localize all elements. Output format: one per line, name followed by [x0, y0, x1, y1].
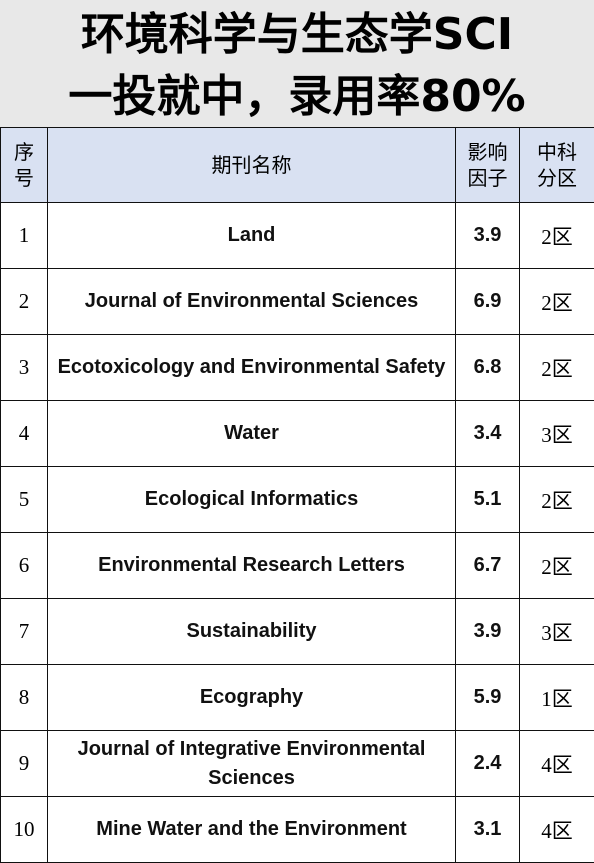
table-row: 2 Journal of Environmental Sciences 6.9 …: [0, 268, 594, 335]
title-line-2: 一投就中，录用率80%: [68, 71, 526, 122]
table-row: 1 Land 3.9 2区: [0, 202, 594, 269]
journal-name: Journal of Environmental Sciences: [47, 268, 456, 335]
table-row: 10 Mine Water and the Environment 3.1 4区: [0, 796, 594, 863]
impact-factor: 5.1: [455, 466, 520, 533]
title-banner: 环境科学与生态学SCI 一投就中，录用率80%: [0, 0, 594, 129]
impact-factor: 3.9: [455, 202, 520, 269]
cas-zone: 1区: [519, 664, 594, 731]
cas-zone: 2区: [519, 532, 594, 599]
journal-name: Land: [47, 202, 456, 269]
table-row: 3 Ecotoxicology and Environmental Safety…: [0, 334, 594, 401]
header-index-line-2: 号: [14, 166, 34, 190]
row-index: 2: [0, 268, 48, 335]
impact-factor: 2.4: [455, 730, 520, 797]
journal-name: Ecotoxicology and Environmental Safety: [47, 334, 456, 401]
header-index: 序 号: [0, 127, 48, 203]
impact-factor: 6.7: [455, 532, 520, 599]
header-journal-name: 期刊名称: [47, 127, 456, 203]
cas-zone: 2区: [519, 334, 594, 401]
impact-factor: 5.9: [455, 664, 520, 731]
table-row: 6 Environmental Research Letters 6.7 2区: [0, 532, 594, 599]
row-index: 9: [0, 730, 48, 797]
impact-factor: 3.1: [455, 796, 520, 863]
cas-zone: 2区: [519, 202, 594, 269]
row-index: 6: [0, 532, 48, 599]
journal-name: Ecological Informatics: [47, 466, 456, 533]
table-row: 4 Water 3.4 3区: [0, 400, 594, 467]
table-header-row: 序 号 期刊名称 影响 因子 中科 分区: [0, 127, 594, 203]
cas-zone: 3区: [519, 400, 594, 467]
table-row: 5 Ecological Informatics 5.1 2区: [0, 466, 594, 533]
header-zone-line-1: 中科: [537, 140, 577, 164]
journal-name: Sustainability: [47, 598, 456, 665]
row-index: 4: [0, 400, 48, 467]
journal-name: Environmental Research Letters: [47, 532, 456, 599]
row-index: 10: [0, 796, 48, 863]
row-index: 3: [0, 334, 48, 401]
header-zone-line-2: 分区: [537, 166, 577, 190]
header-cas-zone: 中科 分区: [519, 127, 594, 203]
cas-zone: 3区: [519, 598, 594, 665]
header-impact-line-1: 影响: [467, 140, 508, 164]
header-index-line-1: 序: [14, 140, 34, 164]
journal-table: 序 号 期刊名称 影响 因子 中科 分区 1 Land 3.9 2区: [0, 127, 594, 863]
cas-zone: 2区: [519, 268, 594, 335]
impact-factor: 6.8: [455, 334, 520, 401]
cas-zone: 2区: [519, 466, 594, 533]
row-index: 5: [0, 466, 48, 533]
impact-factor: 6.9: [455, 268, 520, 335]
journal-name: Mine Water and the Environment: [47, 796, 456, 863]
row-index: 7: [0, 598, 48, 665]
table-row: 9 Journal of Integrative Environmental S…: [0, 730, 594, 797]
cas-zone: 4区: [519, 730, 594, 797]
table-row: 8 Ecography 5.9 1区: [0, 664, 594, 731]
table-row: 7 Sustainability 3.9 3区: [0, 598, 594, 665]
row-index: 8: [0, 664, 48, 731]
title-line-1: 环境科学与生态学SCI: [80, 9, 514, 60]
impact-factor: 3.9: [455, 598, 520, 665]
journal-name: Journal of Integrative Environmental Sci…: [47, 730, 456, 797]
impact-factor: 3.4: [455, 400, 520, 467]
journal-name: Water: [47, 400, 456, 467]
header-impact-factor: 影响 因子: [455, 127, 520, 203]
header-impact-line-2: 因子: [467, 166, 508, 190]
cas-zone: 4区: [519, 796, 594, 863]
journal-name: Ecography: [47, 664, 456, 731]
row-index: 1: [0, 202, 48, 269]
